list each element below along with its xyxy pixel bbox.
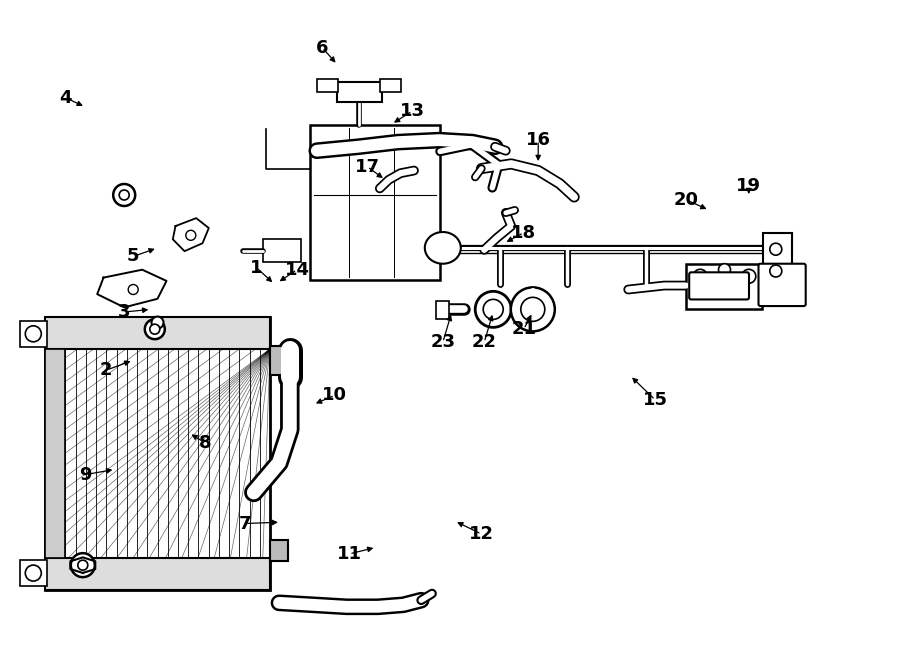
Circle shape: [770, 265, 782, 277]
Circle shape: [25, 326, 41, 342]
Polygon shape: [173, 218, 209, 251]
Text: 12: 12: [469, 525, 494, 543]
Circle shape: [475, 292, 511, 327]
Text: 15: 15: [643, 391, 668, 409]
Text: 17: 17: [355, 157, 380, 176]
Text: 22: 22: [472, 333, 497, 352]
Text: 18: 18: [511, 223, 536, 242]
Bar: [45, 317, 270, 349]
Text: 9: 9: [79, 465, 92, 484]
Bar: [20, 321, 47, 347]
Circle shape: [770, 243, 782, 255]
Polygon shape: [97, 270, 166, 307]
Ellipse shape: [425, 232, 461, 264]
Bar: [310, 125, 440, 280]
Bar: [45, 349, 65, 558]
FancyBboxPatch shape: [689, 272, 749, 299]
Bar: [317, 79, 338, 92]
Text: 3: 3: [118, 303, 130, 321]
Circle shape: [185, 230, 196, 241]
Bar: [263, 239, 301, 262]
Circle shape: [742, 269, 756, 284]
Bar: [763, 233, 792, 265]
Bar: [270, 346, 290, 375]
Text: 14: 14: [284, 260, 310, 279]
Text: 19: 19: [736, 177, 761, 196]
Bar: [270, 540, 288, 561]
Bar: [337, 82, 382, 102]
Circle shape: [71, 553, 94, 577]
Circle shape: [521, 297, 544, 321]
Text: 2: 2: [100, 361, 112, 379]
Bar: [380, 79, 401, 92]
Text: 23: 23: [430, 333, 455, 352]
Text: 16: 16: [526, 131, 551, 149]
Text: 13: 13: [400, 102, 425, 120]
Circle shape: [25, 565, 41, 581]
Circle shape: [511, 288, 554, 331]
Circle shape: [119, 190, 130, 200]
Circle shape: [113, 184, 135, 206]
Text: 1: 1: [250, 258, 263, 277]
Text: 4: 4: [59, 89, 72, 107]
Text: 20: 20: [673, 190, 698, 209]
Text: 21: 21: [511, 320, 536, 338]
Bar: [686, 264, 762, 309]
Circle shape: [128, 284, 139, 295]
Text: 6: 6: [316, 38, 328, 57]
Text: 7: 7: [238, 514, 251, 533]
Text: 8: 8: [199, 434, 212, 452]
Circle shape: [145, 319, 165, 339]
Circle shape: [151, 317, 164, 329]
Text: 5: 5: [127, 247, 140, 266]
Bar: [20, 560, 47, 586]
Bar: [45, 317, 270, 590]
FancyBboxPatch shape: [759, 264, 806, 306]
Circle shape: [77, 560, 88, 570]
Circle shape: [718, 264, 731, 276]
Circle shape: [693, 269, 707, 284]
Circle shape: [483, 299, 503, 319]
Bar: [45, 558, 270, 590]
Text: 10: 10: [322, 386, 347, 405]
Text: 11: 11: [337, 545, 362, 563]
Circle shape: [149, 324, 160, 334]
Bar: [436, 301, 449, 319]
